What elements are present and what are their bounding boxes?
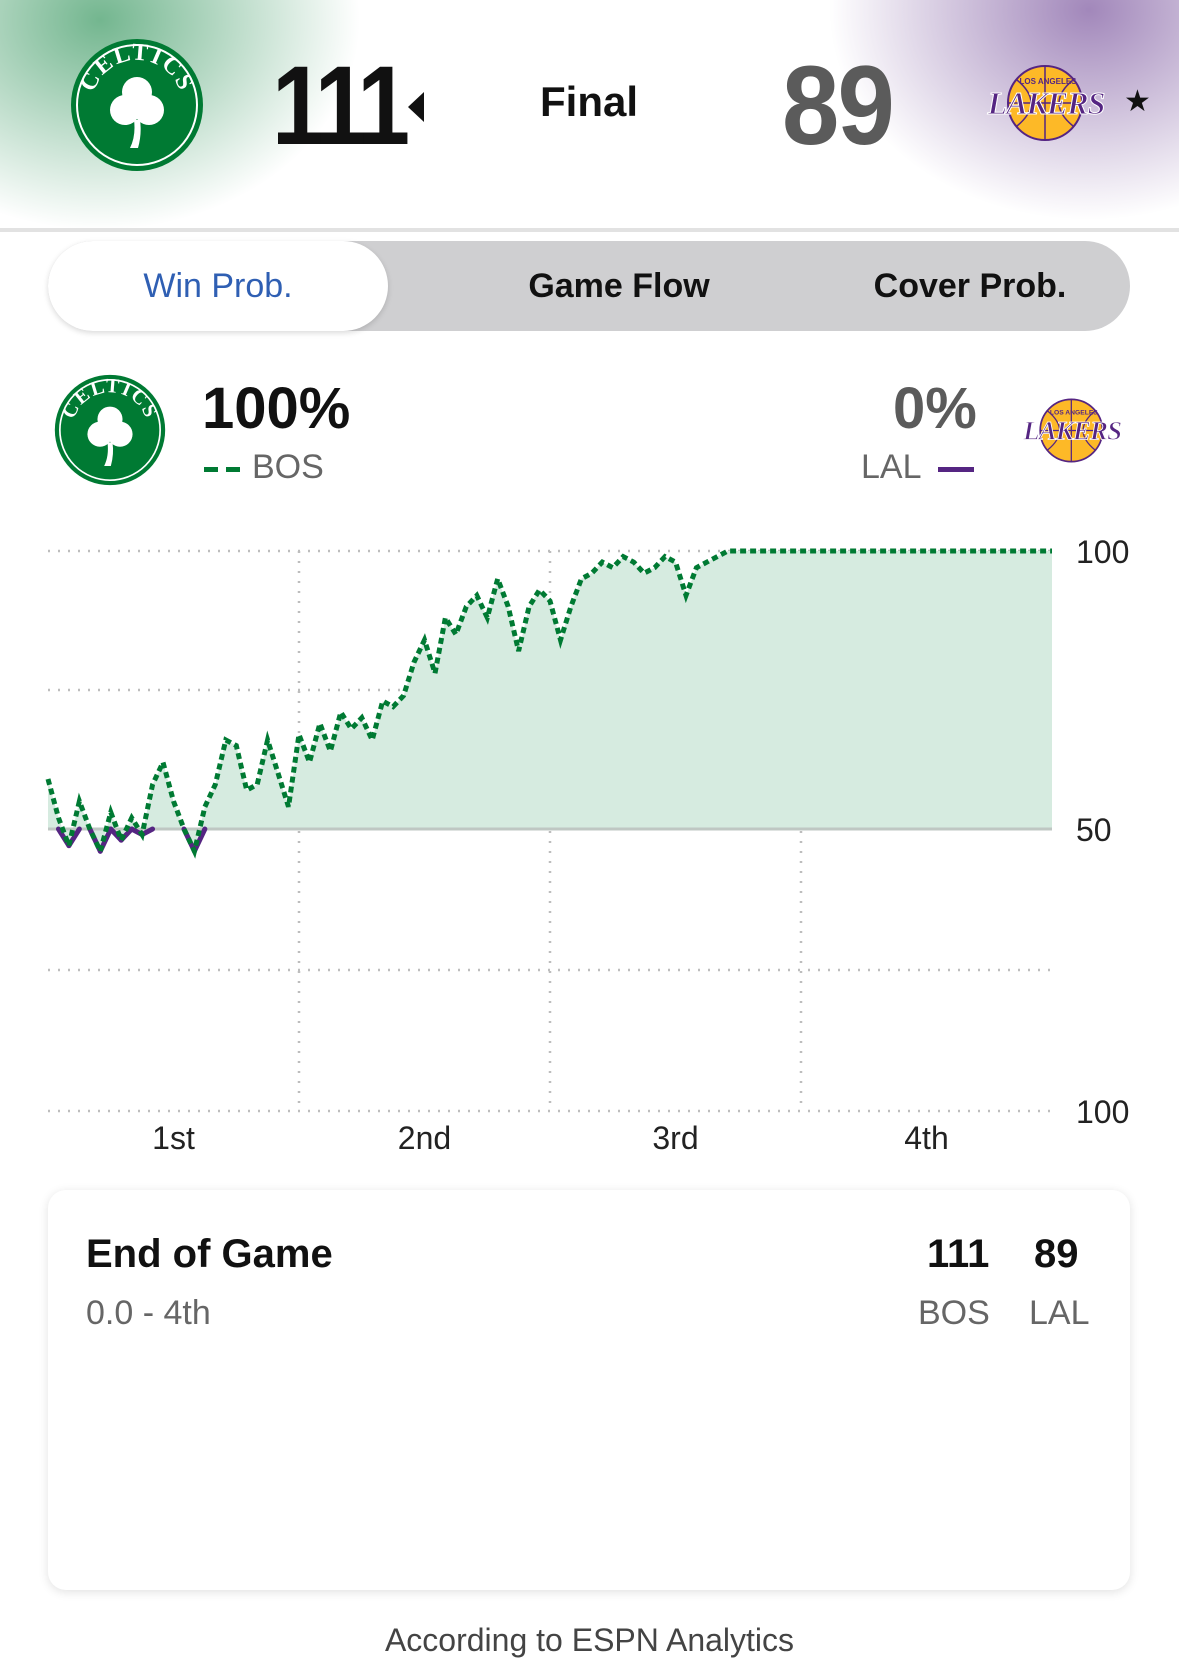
winner-indicator-icon <box>408 92 424 122</box>
away-win-pct: 0% <box>893 376 977 441</box>
lakers-logo-text: LAKERS <box>987 85 1105 121</box>
favorite-star-icon[interactable]: ★ <box>1124 85 1151 118</box>
lakers-logo-subtext: LOS ANGELES <box>1019 77 1077 86</box>
card-away-abbr: LAL <box>1029 1294 1090 1332</box>
card-away-score: 89 <box>1034 1232 1079 1276</box>
chart-tabs: Win Prob. Game Flow Cover Prob. <box>48 241 1130 331</box>
home-abbr: BOS <box>252 448 324 486</box>
card-title: End of Game <box>86 1232 333 1276</box>
end-of-game-card[interactable]: End of Game 0.0 - 4th 111 89 BOS LAL <box>48 1190 1130 1590</box>
celtics-logo-small-icon: CELTICS <box>54 374 166 486</box>
win-probability-chart[interactable]: 100 50 100 1st 2nd 3rd 4th <box>0 520 1179 1160</box>
x-tick-label: 4th <box>904 1120 948 1156</box>
bos-line <box>45 548 1052 859</box>
x-tick-label: 1st <box>152 1120 195 1156</box>
home-legend-dash <box>204 467 240 472</box>
away-legend-line <box>938 467 974 472</box>
lakers-logo-small-icon: LOS ANGELES LAKERS <box>1022 398 1122 463</box>
home-score: 111 <box>272 43 410 168</box>
bos-area-fill <box>48 551 1052 852</box>
tab-game-flow[interactable]: Game Flow <box>528 267 710 305</box>
tab-win-prob[interactable]: Win Prob. <box>48 241 388 331</box>
y-tick-label: 100 <box>1076 534 1129 570</box>
away-abbr: LAL <box>861 448 922 486</box>
lal-line-segment <box>191 826 208 854</box>
lakers-small-logo-subtext: LOS ANGELES <box>1050 410 1098 417</box>
y-tick-label: 50 <box>1076 812 1112 848</box>
game-status: Final <box>540 78 639 125</box>
card-home-score: 111 <box>927 1232 990 1276</box>
away-score: 89 <box>782 43 895 168</box>
scoreboard-header: CELTICS 111 Final 89 LOS ANGELES LAKERS … <box>0 0 1179 232</box>
tab-cover-prob[interactable]: Cover Prob. <box>873 267 1067 305</box>
x-tick-label: 2nd <box>398 1120 451 1156</box>
card-home-abbr: BOS <box>918 1294 990 1332</box>
home-win-pct: 100% <box>202 376 351 441</box>
x-tick-label: 3rd <box>652 1120 698 1156</box>
analytics-footer: According to ESPN Analytics <box>384 1622 795 1658</box>
y-tick-label: 100 <box>1076 1094 1129 1130</box>
lakers-logo-icon[interactable]: LOS ANGELES LAKERS <box>984 62 1110 144</box>
lakers-small-logo-text: LAKERS <box>1022 416 1121 446</box>
card-subtitle: 0.0 - 4th <box>86 1294 211 1332</box>
celtics-logo-icon[interactable]: CELTICS <box>70 38 204 172</box>
